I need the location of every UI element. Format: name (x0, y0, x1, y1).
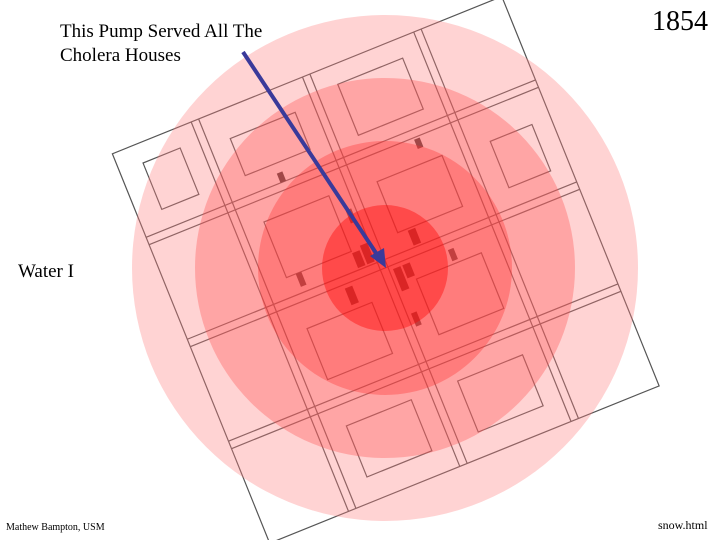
street (198, 118, 357, 509)
death-bars (276, 137, 458, 327)
street (148, 86, 539, 246)
side-label: Water I (18, 261, 74, 282)
block (489, 123, 552, 189)
street (190, 188, 580, 348)
street (420, 28, 580, 419)
year: 1854 (652, 6, 708, 37)
block (345, 398, 433, 478)
zone-outer (132, 15, 638, 521)
street (145, 79, 536, 238)
block (456, 354, 544, 433)
zone-mid (195, 78, 575, 458)
street (309, 73, 468, 464)
zone-core (322, 205, 448, 331)
street (301, 76, 461, 467)
annotation-line: Cholera Houses (60, 45, 181, 66)
street (228, 283, 619, 442)
block (142, 147, 200, 211)
block (415, 252, 505, 336)
block (229, 111, 311, 177)
link[interactable]: snow.html (658, 518, 708, 532)
block (306, 301, 394, 381)
block (336, 57, 425, 137)
arrow-head (370, 248, 386, 268)
arrow-shaft (241, 50, 380, 258)
street (231, 290, 622, 450)
annotation-line: This Pump Served All The (60, 21, 263, 42)
street (413, 31, 572, 422)
street (190, 121, 350, 512)
street-map (111, 0, 660, 540)
credit: Mathew Bampton, USM (6, 522, 105, 533)
annotation: This Pump Served All The Cholera Houses (60, 20, 262, 68)
block (263, 194, 353, 279)
map-outline (111, 0, 660, 540)
zone-inner (258, 141, 512, 395)
block (376, 154, 464, 234)
